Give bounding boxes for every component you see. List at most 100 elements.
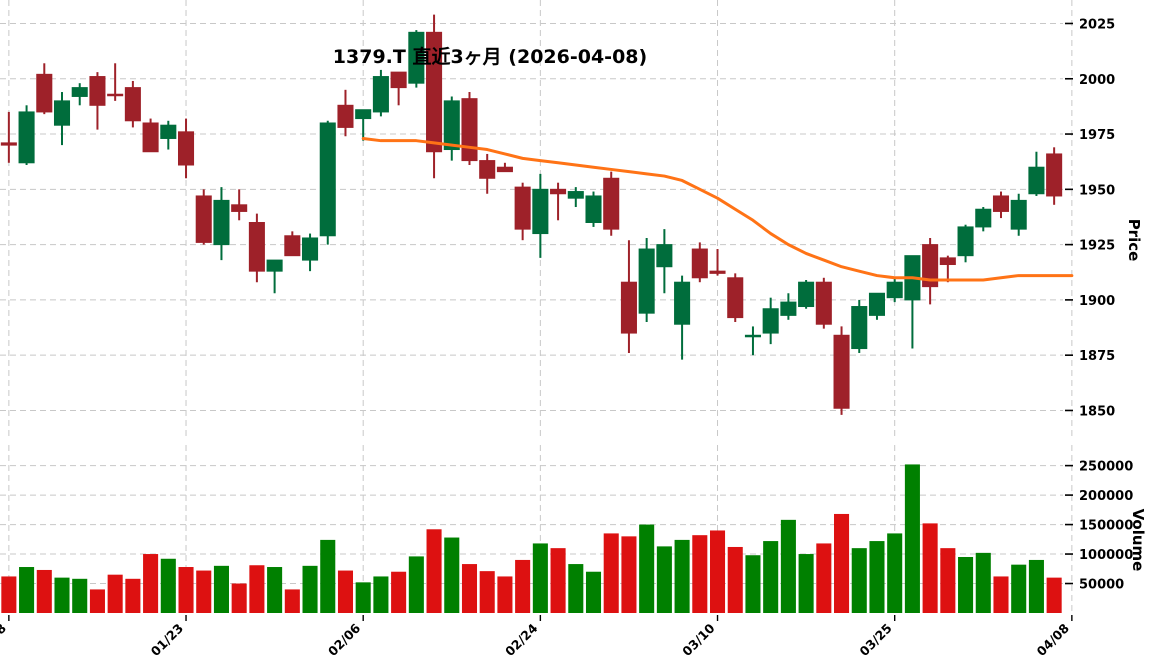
volume-tick-label: 200000	[1079, 489, 1133, 504]
candlestick	[390, 71, 407, 106]
volume-bar	[851, 548, 867, 613]
candlestick	[266, 259, 283, 294]
candlestick	[851, 299, 868, 353]
volume-bar	[532, 543, 548, 613]
price-axis-ticks: 1850 1875 1900 1925 1950 1975 2000 2025	[1065, 17, 1115, 419]
volume-bar	[674, 539, 690, 613]
volume-gridlines	[0, 465, 1063, 585]
volume-bar	[107, 574, 123, 613]
volume-bar	[887, 533, 903, 613]
volume-bar	[231, 583, 247, 613]
volume-axis-title: Volume	[1129, 509, 1147, 572]
volume-bar	[125, 578, 141, 613]
price-tick-label: 1875	[1079, 349, 1115, 364]
candlestick	[567, 187, 584, 208]
candlestick	[479, 153, 496, 194]
volume-bar	[479, 571, 495, 613]
candlestick	[372, 69, 389, 117]
candlestick	[727, 273, 744, 323]
volume-tick-label: 50000	[1079, 578, 1124, 593]
candlestick	[213, 187, 230, 261]
candlestick	[656, 229, 673, 294]
volume-axis-ticks: 50000 100000 150000 200000 250000	[1065, 460, 1133, 593]
candlestick	[957, 224, 974, 263]
volume-bar	[249, 565, 265, 613]
volume-bar	[727, 546, 743, 613]
volume-bar	[922, 523, 938, 613]
price-tick-label: 1975	[1079, 128, 1115, 143]
volume-bar	[692, 535, 708, 613]
candlestick	[709, 249, 726, 276]
volume-bar	[89, 589, 105, 613]
candlestick	[762, 297, 779, 345]
candlestick	[443, 96, 460, 161]
volume-bar	[178, 567, 194, 613]
volume-bar	[1011, 564, 1027, 613]
volume-bar	[816, 543, 832, 613]
volume-bar	[798, 554, 814, 613]
candlestick	[142, 118, 159, 153]
chart-title: 1379.T 直近3ヶ月 (2026-04-08)	[333, 45, 647, 68]
price-tick-label: 2000	[1079, 73, 1115, 88]
volume-bar	[993, 576, 1009, 613]
candlestick	[550, 182, 567, 221]
candlestick	[585, 191, 602, 227]
candlestick	[124, 80, 141, 128]
volume-bar	[656, 546, 672, 613]
volume-bar	[267, 567, 283, 613]
volume-bar	[426, 529, 442, 613]
volume-bar	[1, 576, 17, 613]
candlestick	[160, 120, 177, 150]
candlestick	[231, 189, 248, 221]
volume-bar	[940, 548, 956, 613]
volume-tick-label: 150000	[1079, 519, 1133, 534]
volume-bar	[373, 576, 389, 613]
volume-bar	[834, 513, 850, 613]
candlestick	[1046, 147, 1063, 205]
price-tick-label: 1925	[1079, 239, 1115, 254]
candlestick	[1010, 193, 1027, 236]
volume-tick-label: 250000	[1079, 460, 1133, 475]
volume-bar	[72, 578, 88, 613]
volume-bar	[461, 564, 478, 613]
volume-bar	[337, 570, 354, 613]
candlestick	[603, 171, 620, 236]
candlestick	[815, 277, 832, 329]
price-tick-label: 1900	[1079, 294, 1115, 309]
candlestick	[337, 89, 354, 137]
candlestick	[620, 240, 637, 353]
volume-bar	[284, 589, 300, 613]
volume-bar	[54, 577, 70, 613]
volume-bar	[302, 565, 318, 613]
candlestick	[992, 191, 1010, 219]
volume-tick-label: 100000	[1079, 548, 1133, 563]
volume-bar	[391, 571, 407, 613]
volume-bar	[958, 556, 974, 613]
volume-bar	[320, 539, 336, 613]
price-axis-title: Price	[1125, 219, 1143, 262]
moving-average-line	[361, 136, 1074, 282]
volume-bar	[196, 570, 212, 613]
volume-bar	[355, 582, 371, 613]
volume-bar	[621, 536, 637, 613]
candlestick	[18, 105, 35, 166]
volume-bar	[603, 533, 619, 613]
volume-bar	[160, 558, 176, 613]
candlestick	[53, 92, 71, 146]
volume-bar	[745, 555, 761, 613]
volume-bar	[515, 559, 531, 613]
candlestick	[886, 277, 903, 303]
candlestick	[868, 292, 886, 320]
candlestick	[975, 207, 992, 232]
volume-bar	[19, 567, 35, 613]
price-gridlines	[0, 22, 1063, 411]
candlestick	[514, 182, 531, 241]
candlestick	[744, 326, 761, 356]
candlestick	[833, 326, 850, 415]
price-tick-label: 2025	[1079, 17, 1115, 32]
volume-bar	[1046, 577, 1062, 613]
volume-bar	[143, 554, 159, 613]
volume-bar	[550, 548, 566, 613]
volume-series	[1, 464, 1062, 613]
volume-bar	[213, 565, 229, 613]
